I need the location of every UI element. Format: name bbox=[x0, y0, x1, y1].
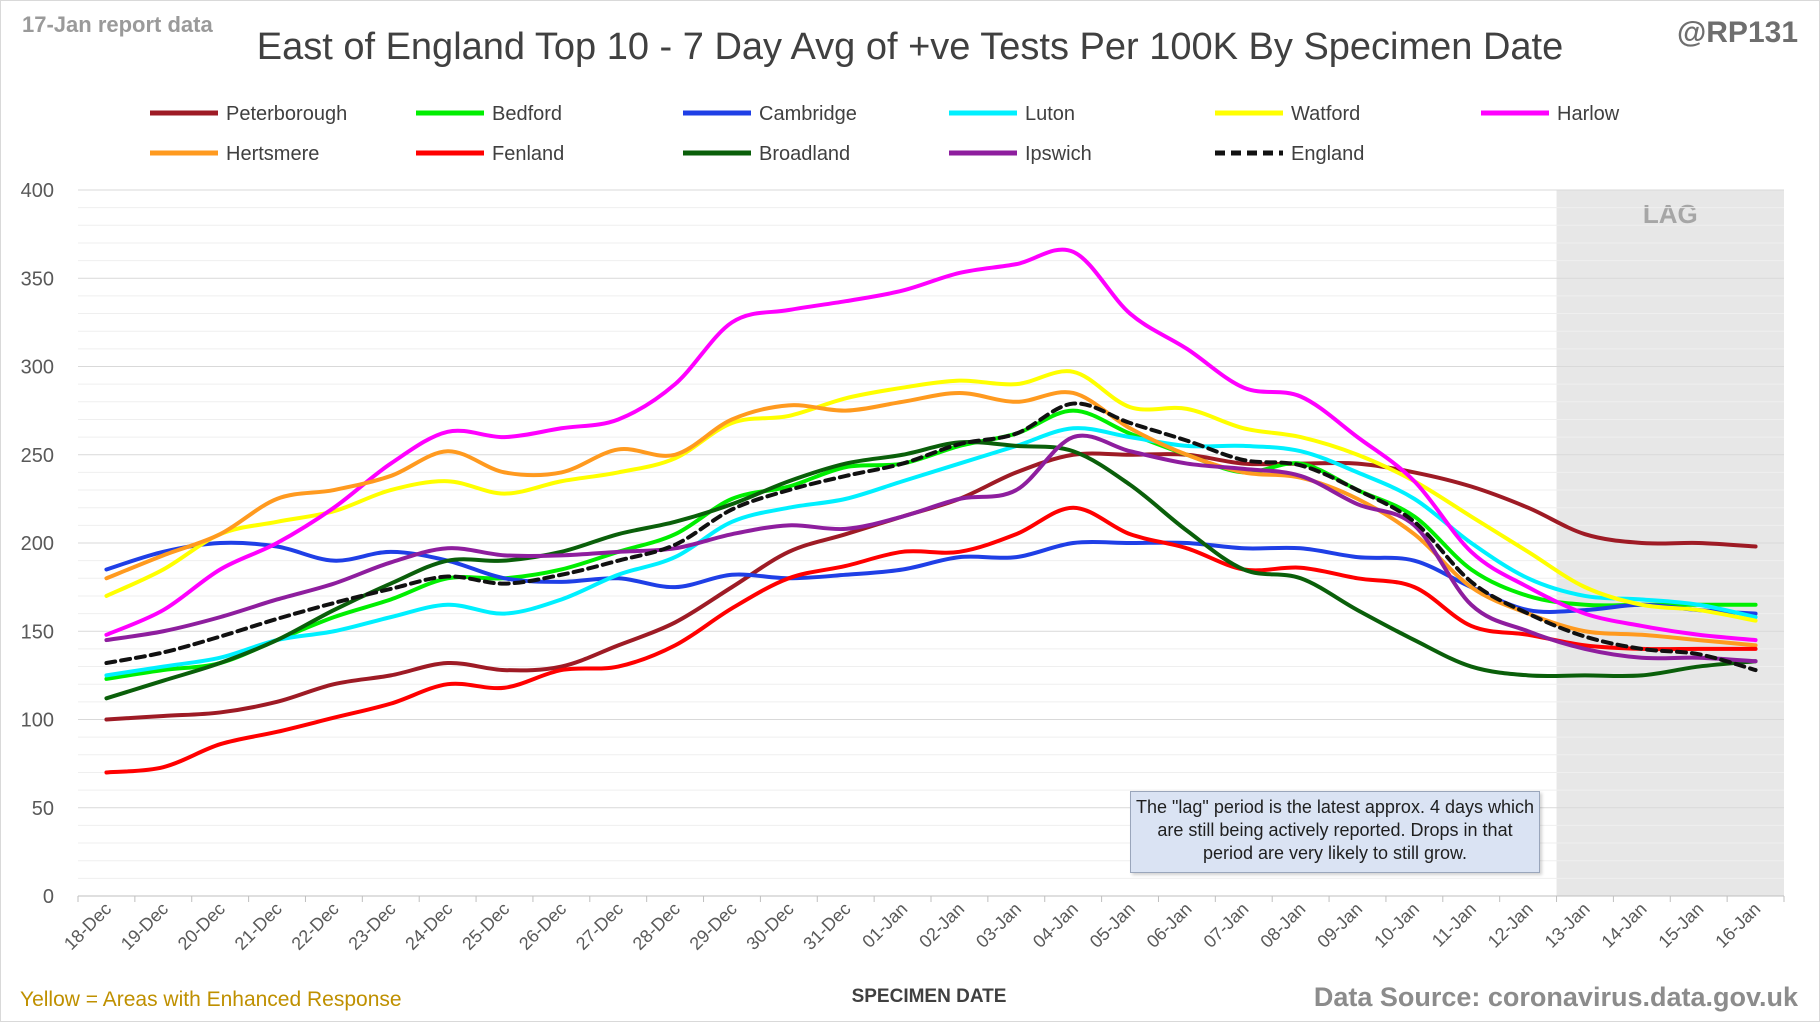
y-tick-label: 250 bbox=[21, 445, 54, 467]
legend-label-fenland: Fenland bbox=[492, 143, 564, 165]
x-tick-label: 22-Dec bbox=[288, 899, 343, 954]
x-tick-label: 31-Dec bbox=[799, 899, 854, 954]
lag-note-box: The "lag" period is the latest approx. 4… bbox=[1130, 791, 1540, 873]
x-tick-label: 12-Jan bbox=[1484, 899, 1537, 952]
x-tick-label: 08-Jan bbox=[1256, 899, 1309, 952]
x-tick-label: 03-Jan bbox=[972, 899, 1025, 952]
legend-label-broadland: Broadland bbox=[759, 143, 850, 165]
legend-label-peterborough: Peterborough bbox=[226, 103, 347, 125]
legend-label-england: England bbox=[1291, 143, 1364, 165]
x-tick-label: 07-Jan bbox=[1200, 899, 1253, 952]
x-tick-label: 20-Dec bbox=[174, 899, 229, 954]
series-line-hertsmere bbox=[104, 390, 1758, 648]
report-date-label: 17-Jan report data bbox=[22, 12, 213, 37]
x-tick-label: 27-Dec bbox=[572, 899, 627, 954]
x-tick-label: 09-Jan bbox=[1313, 899, 1366, 952]
data-source: Data Source: coronavirus.data.gov.uk bbox=[1313, 982, 1798, 1012]
x-tick-label: 13-Jan bbox=[1541, 899, 1594, 952]
series-line-watford bbox=[104, 369, 1758, 623]
x-tick-label: 30-Dec bbox=[742, 899, 797, 954]
x-tick-label: 25-Dec bbox=[458, 899, 513, 954]
x-tick-label: 01-Jan bbox=[858, 899, 911, 952]
x-tick-label: 16-Jan bbox=[1711, 899, 1764, 952]
x-tick-label: 28-Dec bbox=[629, 899, 684, 954]
legend-label-cambridge: Cambridge bbox=[759, 103, 857, 125]
y-tick-label: 400 bbox=[21, 180, 54, 202]
legend-label-luton: Luton bbox=[1025, 103, 1075, 125]
x-tick-label: 18-Dec bbox=[60, 899, 115, 954]
series-line-ipswich bbox=[104, 433, 1758, 664]
x-tick-label: 29-Dec bbox=[686, 899, 741, 954]
x-tick-label: 02-Jan bbox=[915, 899, 968, 952]
legend-label-ipswich: Ipswich bbox=[1025, 143, 1092, 165]
legend-label-watford: Watford bbox=[1291, 103, 1360, 125]
lag-label: LAG bbox=[1643, 199, 1698, 229]
x-tick-label: 24-Dec bbox=[401, 899, 456, 954]
series-line-england bbox=[104, 401, 1758, 673]
y-tick-label: 50 bbox=[32, 798, 54, 820]
x-tick-label: 06-Jan bbox=[1143, 899, 1196, 952]
series-line-broadland bbox=[104, 440, 1758, 701]
x-tick-label: 19-Dec bbox=[117, 899, 172, 954]
y-tick-label: 350 bbox=[21, 268, 54, 290]
x-tick-label: 04-Jan bbox=[1029, 899, 1082, 952]
legend-label-bedford: Bedford bbox=[492, 103, 562, 125]
y-tick-label: 100 bbox=[21, 710, 54, 732]
y-tick-label: 150 bbox=[21, 621, 54, 643]
y-tick-label: 200 bbox=[21, 533, 54, 555]
chart-title: East of England Top 10 - 7 Day Avg of +v… bbox=[256, 26, 1564, 68]
series-line-luton bbox=[104, 426, 1758, 678]
x-tick-label: 21-Dec bbox=[231, 899, 286, 954]
author-handle: @RP131 bbox=[1677, 16, 1798, 49]
y-tick-label: 300 bbox=[21, 357, 54, 379]
series-line-harlow bbox=[104, 247, 1758, 643]
x-tick-label: 15-Jan bbox=[1654, 899, 1707, 952]
enhanced-response-note: Yellow = Areas with Enhanced Response bbox=[20, 988, 402, 1011]
legend-label-harlow: Harlow bbox=[1557, 103, 1620, 125]
x-tick-label: 11-Jan bbox=[1428, 899, 1480, 951]
series-line-bedford bbox=[104, 408, 1758, 681]
series-line-fenland bbox=[104, 505, 1758, 775]
y-tick-label: 0 bbox=[43, 886, 54, 908]
x-axis-title: SPECIMEN DATE bbox=[852, 986, 1007, 1007]
legend-label-hertsmere: Hertsmere bbox=[226, 143, 319, 165]
x-tick-label: 23-Dec bbox=[344, 899, 399, 954]
x-tick-label: 10-Jan bbox=[1370, 899, 1423, 952]
x-tick-label: 05-Jan bbox=[1086, 899, 1139, 952]
x-tick-label: 26-Dec bbox=[515, 899, 570, 954]
x-tick-label: 14-Jan bbox=[1598, 899, 1651, 952]
